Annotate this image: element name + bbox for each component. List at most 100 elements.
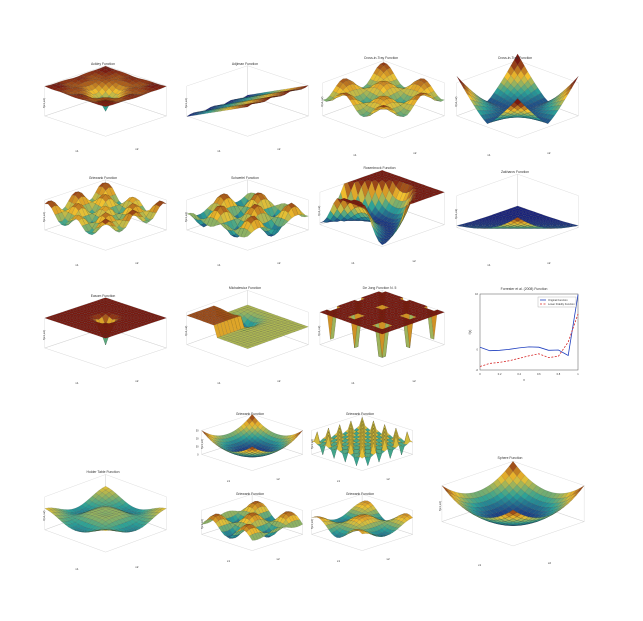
z-axis-label: f(x1,x2) (317, 206, 321, 216)
y-axis-label: x2 (135, 261, 139, 265)
chart-title: Michalewicz Function (229, 286, 261, 290)
x-axis-label: x1 (337, 479, 341, 483)
y-axis-label: x2 (135, 565, 139, 569)
surface-facet (102, 529, 110, 531)
z-axis-label: f(x1,x2) (42, 212, 46, 222)
floor-plane (319, 322, 446, 367)
chart-title: Adjiman Function (232, 62, 258, 66)
surface-facet (101, 335, 110, 339)
z-axis-label: f(x1,x2) (200, 439, 204, 449)
y-tick-label: 16 (475, 292, 478, 296)
y-axis-label: x2 (412, 259, 416, 263)
x-axis-label: x1 (75, 149, 79, 153)
x-tick-label: 0 (479, 372, 481, 376)
chart-panel-griewank-eggcrate: Griewank Function x1 x2 f(x1,x2) (196, 488, 304, 568)
surface-plot (44, 65, 168, 137)
z-axis-label: f(x1,x2) (42, 510, 46, 520)
floor-plane (310, 437, 414, 471)
legend-label: Lower Fidelity Function (548, 302, 575, 306)
y-axis-label: x2 (412, 379, 416, 383)
y-axis-label: f(x) (468, 330, 472, 335)
x-axis-label: x1 (217, 381, 221, 385)
chart-panel-adjiman: Adjiman Function x1 x2 f(x1,x2) (180, 58, 310, 158)
surface-facet (353, 456, 360, 466)
chart-title: De Jong Function N. 5 (363, 286, 397, 290)
chart-svg: De Jong Function N. 5 x1 x2 f(x1,x2) (317, 286, 446, 385)
surface-plot (186, 65, 310, 137)
surface-plot (456, 53, 580, 139)
y-axis-label: x2 (277, 147, 281, 151)
y-axis-label: x2 (547, 151, 551, 155)
chart-title: Schwefel Function (231, 176, 259, 180)
y-axis-label: x2 (276, 477, 280, 481)
y-tick-label: -6 (476, 368, 479, 372)
surface-plot (310, 413, 414, 471)
x-axis-label: x1 (353, 153, 357, 157)
z-axis-label: f(x1,x2) (42, 330, 46, 340)
x-axis-label: x1 (75, 263, 79, 267)
x-axis-label: x1 (227, 479, 231, 483)
floor-plane (200, 437, 304, 471)
chart-panel-de-jong: De Jong Function N. 5 x1 x2 f(x1,x2) (313, 282, 446, 390)
surface-plot (319, 290, 446, 367)
surface-plot (44, 297, 168, 369)
surface-facet (244, 229, 252, 238)
series-line (479, 294, 579, 357)
chart-title: Griewank Function (89, 176, 117, 180)
z-axis-label: f(x1,x2) (184, 212, 188, 222)
y-axis-label: x2 (386, 477, 390, 481)
x-axis-label: x1 (75, 381, 79, 385)
chart-panel-rosenbrock: Rosenbrock Function x1 x2 f(x1,x2) (313, 162, 446, 270)
x-axis-label: x1 (487, 263, 491, 267)
z-tick-label: 50 (196, 444, 199, 448)
surface-plot (200, 493, 304, 551)
surface-facet (342, 452, 349, 463)
surface-facet (514, 217, 522, 222)
z-axis-label: f(x1,x2) (317, 326, 321, 336)
x-axis-label: x1 (351, 261, 355, 265)
y-axis-label: x2 (135, 379, 139, 383)
x-axis-label: x1 (351, 381, 355, 385)
x-axis-label: x (523, 378, 525, 382)
series-line (479, 313, 579, 367)
surface-facet (378, 331, 386, 335)
chart-panel-ackley: Ackley Function x1 x2 f(x1,x2) (38, 58, 168, 158)
chart-panel-holder-table: Holder Table Function x1 x2 f(x1,x2) (38, 466, 168, 576)
chart-panel-schwefel: Schwefel Function x1 x2 f(x1,x2) (180, 172, 310, 272)
floor-plane (186, 322, 310, 367)
surface-facet (244, 104, 252, 108)
surface-plot (186, 179, 310, 251)
x-axis-label: x1 (75, 567, 79, 571)
chart-panel-easom: Easom Function x1 x2 f(x1,x2) (38, 290, 168, 390)
chart-panel-cross-in-tray-2: Cross-in-Tray Function x1 x2 f(x1,x2) (450, 52, 580, 162)
chart-panel-griewank: Griewank Function x1 x2 f(x1,x2) (38, 172, 168, 272)
surface-facet (249, 446, 256, 450)
chart-title: Cross-in-Tray Function (498, 56, 532, 60)
y-axis-label: x2 (547, 261, 551, 265)
z-axis-label: f(x1,x2) (454, 96, 458, 106)
surface-facet (364, 456, 371, 466)
z-tick-label: 100 (196, 436, 199, 440)
y-axis-label: x2 (413, 151, 417, 155)
x-axis-label: x1 (217, 149, 221, 153)
z-axis-label: f(x1,x2) (454, 209, 458, 219)
chart-title: Ackley Function (91, 62, 115, 66)
surface-facet (378, 241, 386, 245)
floor-plane (200, 517, 304, 551)
legend-box (537, 296, 577, 308)
chart-title: Forrester et al. (2008) Function (501, 287, 548, 291)
chart-title: Griewank Function (236, 412, 264, 416)
surface-facet (514, 98, 522, 106)
surface-facet (387, 448, 394, 459)
floor-plane (44, 95, 168, 137)
z-tick-label: 0 (197, 452, 199, 456)
